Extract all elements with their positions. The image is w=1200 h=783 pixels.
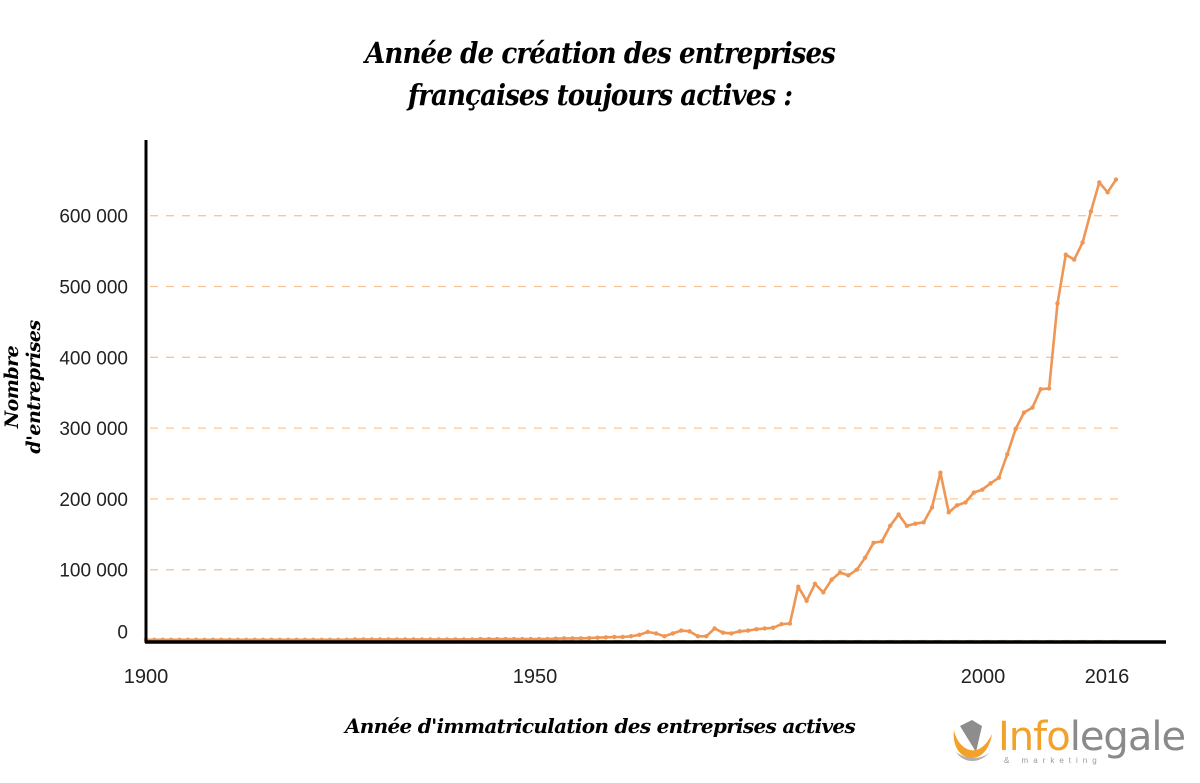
data-point	[988, 481, 993, 486]
data-point	[704, 634, 709, 639]
logo-text-legale: legale	[1069, 714, 1186, 760]
data-point	[787, 621, 793, 626]
data-point	[553, 636, 558, 641]
data-point	[662, 634, 667, 639]
data-point	[503, 636, 508, 642]
y-tick-label: 0	[117, 623, 128, 644]
x-tick-label: 1950	[513, 666, 558, 688]
data-point	[528, 636, 533, 642]
data-point	[670, 631, 676, 636]
data-point	[628, 634, 634, 639]
data-point	[1030, 405, 1035, 410]
data-point	[720, 630, 726, 635]
data-point	[963, 500, 968, 505]
data-point	[946, 510, 951, 515]
data-point	[980, 487, 985, 492]
y-tick-label: 300 000	[59, 419, 128, 440]
data-point	[678, 628, 684, 633]
data-point	[620, 634, 625, 640]
data-point	[754, 626, 759, 632]
data-point	[904, 523, 910, 529]
data-point	[653, 631, 659, 636]
data-point	[1113, 177, 1119, 182]
data-point	[745, 628, 751, 633]
data-point	[938, 470, 943, 475]
series-line	[146, 178, 1118, 642]
y-tick-label: 200 000	[59, 490, 128, 511]
data-point	[729, 631, 734, 636]
x-axis-title: Année d'immatriculation des entreprises …	[344, 714, 856, 738]
data-point	[1013, 426, 1018, 432]
data-point	[921, 520, 926, 525]
data-point	[561, 636, 567, 641]
data-point	[612, 634, 617, 640]
data-point	[695, 634, 701, 639]
data-point	[545, 636, 550, 642]
data-point	[796, 584, 801, 589]
data-point	[1080, 240, 1085, 245]
data-point	[1055, 301, 1060, 306]
data-point	[570, 636, 575, 641]
data-point	[954, 503, 960, 508]
x-tick-label: 2000	[961, 666, 1006, 688]
logo-text-info: Info	[998, 714, 1071, 760]
data-point	[603, 635, 609, 640]
data-point	[511, 636, 517, 642]
y-axis-title: Nombre d'entreprises	[1, 320, 45, 454]
data-point	[1105, 190, 1110, 195]
x-tick-label: 1900	[124, 666, 169, 688]
data-point	[829, 577, 834, 582]
data-point	[812, 581, 818, 587]
data-point	[737, 629, 742, 634]
data-point	[1063, 252, 1069, 257]
data-point	[478, 636, 483, 642]
y-tick-label: 500 000	[59, 278, 128, 299]
data-point	[762, 626, 767, 631]
data-point	[1097, 180, 1102, 185]
data-point	[645, 629, 650, 635]
logo-emblem-icon	[953, 720, 992, 761]
data-point	[586, 635, 592, 641]
data-point	[578, 636, 584, 641]
data-point	[996, 475, 1002, 480]
infolegale-logo: Infolegale & marketing	[946, 712, 1186, 772]
data-point	[1005, 452, 1010, 457]
data-point	[804, 598, 809, 604]
y-tick-label: 600 000	[59, 207, 128, 228]
y-tick-label: 100 000	[59, 561, 128, 582]
x-tick-label: 2016	[1085, 666, 1130, 688]
data-point	[1038, 386, 1043, 392]
data-point	[637, 632, 642, 638]
data-point	[837, 570, 843, 575]
data-point	[536, 636, 542, 642]
data-point	[821, 590, 826, 595]
data-point	[495, 636, 500, 642]
data-point	[854, 567, 859, 572]
y-tick-label: 400 000	[59, 348, 128, 369]
data-point	[595, 635, 600, 640]
data-point	[1071, 257, 1077, 262]
chart-title-line-1: Année de création des entreprises	[365, 36, 836, 70]
data-point	[971, 490, 977, 495]
chart-title-line-2: françaises toujours actives :	[407, 78, 793, 112]
data-point	[862, 555, 868, 560]
data-point	[879, 539, 885, 544]
data-point	[770, 625, 776, 630]
data-point	[1088, 209, 1094, 214]
data-point	[888, 523, 893, 529]
data-point	[896, 512, 901, 517]
data-point	[687, 629, 692, 634]
data-point	[1046, 386, 1052, 391]
data-point	[486, 636, 492, 642]
data-point	[520, 636, 525, 642]
data-point	[913, 521, 918, 526]
data-point	[929, 505, 935, 510]
data-point	[779, 622, 784, 627]
data-point	[712, 626, 717, 631]
data-point	[846, 573, 851, 578]
data-point	[871, 540, 876, 545]
logo-tagline: & marketing	[1004, 756, 1102, 765]
data-point	[1021, 410, 1027, 415]
